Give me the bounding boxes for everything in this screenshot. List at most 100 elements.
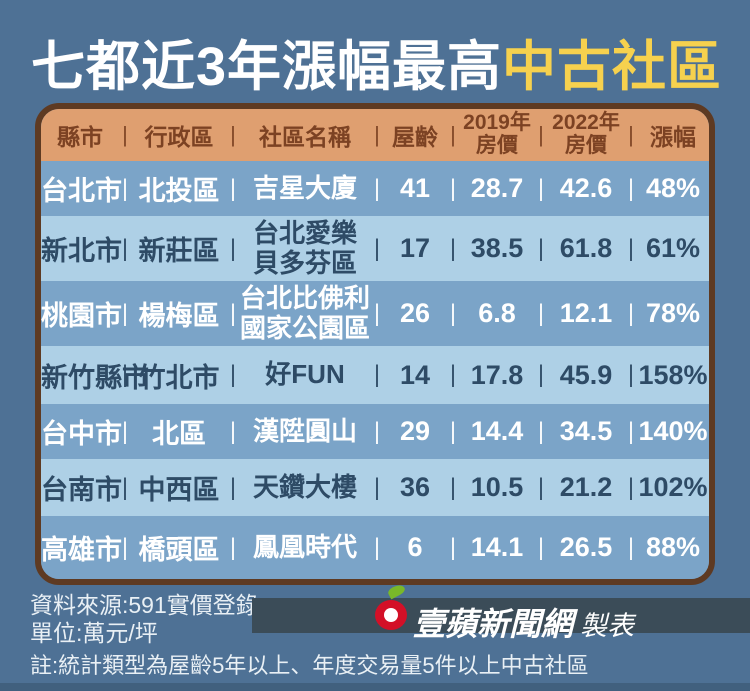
column-divider: | xyxy=(230,122,236,147)
column-divider: | xyxy=(122,122,128,147)
community-line1: 好FUN xyxy=(265,359,345,390)
community-line2: 貝多芬區 xyxy=(252,247,357,278)
header-2022-line2: 房價 xyxy=(565,134,607,157)
header-2022-line1: 2022年 xyxy=(552,111,620,135)
header-2019-price: 2019年 房價 xyxy=(459,112,535,157)
cell-county: 台北市 xyxy=(41,176,122,206)
column-divider: | xyxy=(627,473,635,501)
column-divider: | xyxy=(229,174,237,202)
table-row: 桃園市 | 楊梅區 | 台北比佛利 國家公園區 | 26 | 6.8 | 12.1… xyxy=(41,281,709,346)
cell-2019-price: 28.7 xyxy=(470,173,524,203)
cell-community: 鳳凰時代 xyxy=(239,531,371,562)
column-divider: | xyxy=(449,417,457,445)
header-change: 漲幅 xyxy=(650,124,696,150)
cell-change: 102% xyxy=(638,472,708,502)
column-divider: | xyxy=(121,473,129,501)
column-divider: | xyxy=(449,234,457,262)
column-divider: | xyxy=(229,361,237,388)
cell-change: 61% xyxy=(645,233,701,263)
cell-community: 台北比佛利 國家公園區 xyxy=(239,284,371,342)
table-row: 新竹縣市 | 竹北市 | 好FUN | 14 | 17.8 | 45.9 | 1… xyxy=(41,346,709,404)
column-divider: | xyxy=(538,122,544,147)
cell-district: 竹北市 xyxy=(138,362,220,393)
community-line1: 台北愛樂 xyxy=(252,218,357,249)
column-divider: | xyxy=(449,174,457,202)
community-line1: 台北比佛利 xyxy=(239,283,370,314)
title-main: 七都近3年漲幅最高 xyxy=(31,37,503,97)
header-community: 社區名稱 xyxy=(259,124,351,150)
column-divider: | xyxy=(450,122,456,147)
column-divider: | xyxy=(121,299,129,327)
cell-2019-price: 6.8 xyxy=(478,298,516,328)
publisher-name: 壹蘋新聞網 製表 xyxy=(413,599,634,645)
data-source-text: 資料來源:591實價登錄 xyxy=(30,592,259,618)
column-divider: | xyxy=(627,234,635,262)
column-divider: | xyxy=(373,473,381,501)
cell-2019-price: 14.4 xyxy=(470,416,524,446)
apple-logo-icon xyxy=(375,582,407,630)
column-divider: | xyxy=(449,299,457,327)
column-divider: | xyxy=(373,299,381,327)
cell-age: 6 xyxy=(407,532,423,562)
community-line1: 吉星大廈 xyxy=(252,172,357,203)
community-line1: 鳳凰時代 xyxy=(252,531,357,562)
column-divider: | xyxy=(537,533,545,561)
column-divider: | xyxy=(537,174,545,202)
header-age: 屋齡 xyxy=(392,124,438,150)
table-row: 台中市 | 北區 | 漢陞圓山 | 29 | 14.4 | 34.5 | 140… xyxy=(41,404,709,459)
cell-age: 17 xyxy=(399,233,431,263)
column-divider: | xyxy=(627,299,635,327)
cell-county: 高雄市 xyxy=(41,535,122,565)
publisher-logo-bar: 壹蘋新聞網 製表 xyxy=(252,582,750,642)
column-divider: | xyxy=(449,361,457,388)
cell-age: 29 xyxy=(399,416,431,446)
column-divider: | xyxy=(537,299,545,327)
cell-2022-price: 34.5 xyxy=(559,416,613,446)
community-line1: 漢陞圓山 xyxy=(252,415,357,446)
data-table: 縣市 | 行政區 | 社區名稱 | 屋齡 | 2019年 房價 | 2022年 房價… xyxy=(35,103,715,585)
cell-change: 88% xyxy=(645,532,701,562)
cell-community: 漢陞圓山 xyxy=(239,415,371,446)
column-divider: | xyxy=(627,174,635,202)
cell-district: 楊梅區 xyxy=(138,301,220,331)
column-divider: | xyxy=(537,417,545,445)
cell-change: 78% xyxy=(645,298,701,328)
cell-change: 158% xyxy=(638,359,708,390)
column-divider: | xyxy=(121,533,129,561)
page-title: 七都近3年漲幅最高中古社區 xyxy=(31,22,731,101)
cell-community: 吉星大廈 xyxy=(239,172,371,203)
apple-hole xyxy=(384,608,398,622)
column-divider: | xyxy=(229,417,237,445)
cell-age: 41 xyxy=(399,173,431,203)
header-county: 縣市 xyxy=(57,124,103,150)
column-divider: | xyxy=(121,174,129,202)
cell-age: 36 xyxy=(399,472,431,502)
unit-text: 單位:萬元/坪 xyxy=(30,620,158,646)
cell-age: 14 xyxy=(399,359,431,390)
column-divider: | xyxy=(627,417,635,445)
cell-county: 台中市 xyxy=(41,419,122,449)
community-line2: 國家公園區 xyxy=(239,312,370,343)
header-district: 行政區 xyxy=(144,124,214,150)
cell-change: 48% xyxy=(645,173,701,203)
column-divider: | xyxy=(373,234,381,262)
column-divider: | xyxy=(229,234,237,262)
brand-text: 壹蘋新聞網 xyxy=(413,606,574,642)
column-divider: | xyxy=(449,473,457,501)
cell-district: 新莊區 xyxy=(138,236,220,266)
note-text: 註:統計類型為屋齡5年以上、年度交易量5件以上中古社區 xyxy=(30,653,589,678)
cell-2022-price: 42.6 xyxy=(559,173,613,203)
header-2019-line2: 房價 xyxy=(476,134,518,157)
table-row: 台北市 | 北投區 | 吉星大廈 | 41 | 28.7 | 42.6 | 48… xyxy=(41,161,709,216)
cell-district: 北區 xyxy=(152,419,206,449)
cell-2019-price: 38.5 xyxy=(470,233,524,263)
column-divider: | xyxy=(229,299,237,327)
cell-2022-price: 45.9 xyxy=(559,359,613,390)
column-divider: | xyxy=(537,361,545,388)
cell-county: 新竹縣市 xyxy=(41,362,149,393)
leaf-icon xyxy=(386,582,407,600)
column-divider: | xyxy=(627,533,635,561)
header-2019-line1: 2019年 xyxy=(463,111,531,135)
cell-district: 橋頭區 xyxy=(138,535,220,565)
